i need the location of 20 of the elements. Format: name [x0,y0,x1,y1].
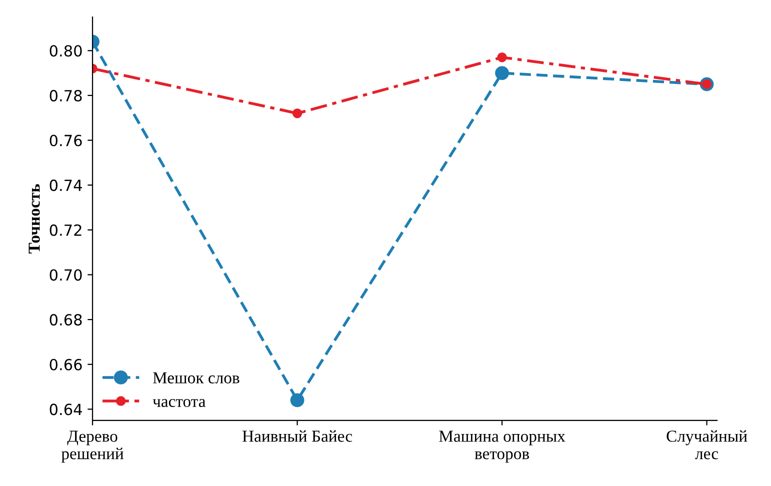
point [290,393,304,408]
point [495,66,509,80]
y-tick-label: 0.66 [50,358,82,370]
y-tick-label: 0.70 [50,269,82,281]
y-tick-label: 0.68 [50,314,82,326]
x-tick-label: Дерево решений [61,430,124,463]
legend-label: Мешок слов [153,372,240,384]
y-tick-label: 0.64 [50,404,82,416]
x-tick-label: Машина опорных веторов [439,430,566,463]
y-tick-label: 0.74 [50,180,82,192]
x-tick-label: Наивный Байес [242,430,352,442]
y-tick-label: 0.72 [50,224,82,236]
y-axis-title: Точность [28,184,40,254]
point [497,52,507,62]
legend-label: частота [152,398,206,408]
point [292,108,302,118]
y-tick-label: 0.78 [50,90,82,102]
y-tick-label: 0.80 [50,45,82,57]
x-tick-label: Случайный лес [666,430,748,460]
y-tick-label: 0.76 [50,134,82,146]
